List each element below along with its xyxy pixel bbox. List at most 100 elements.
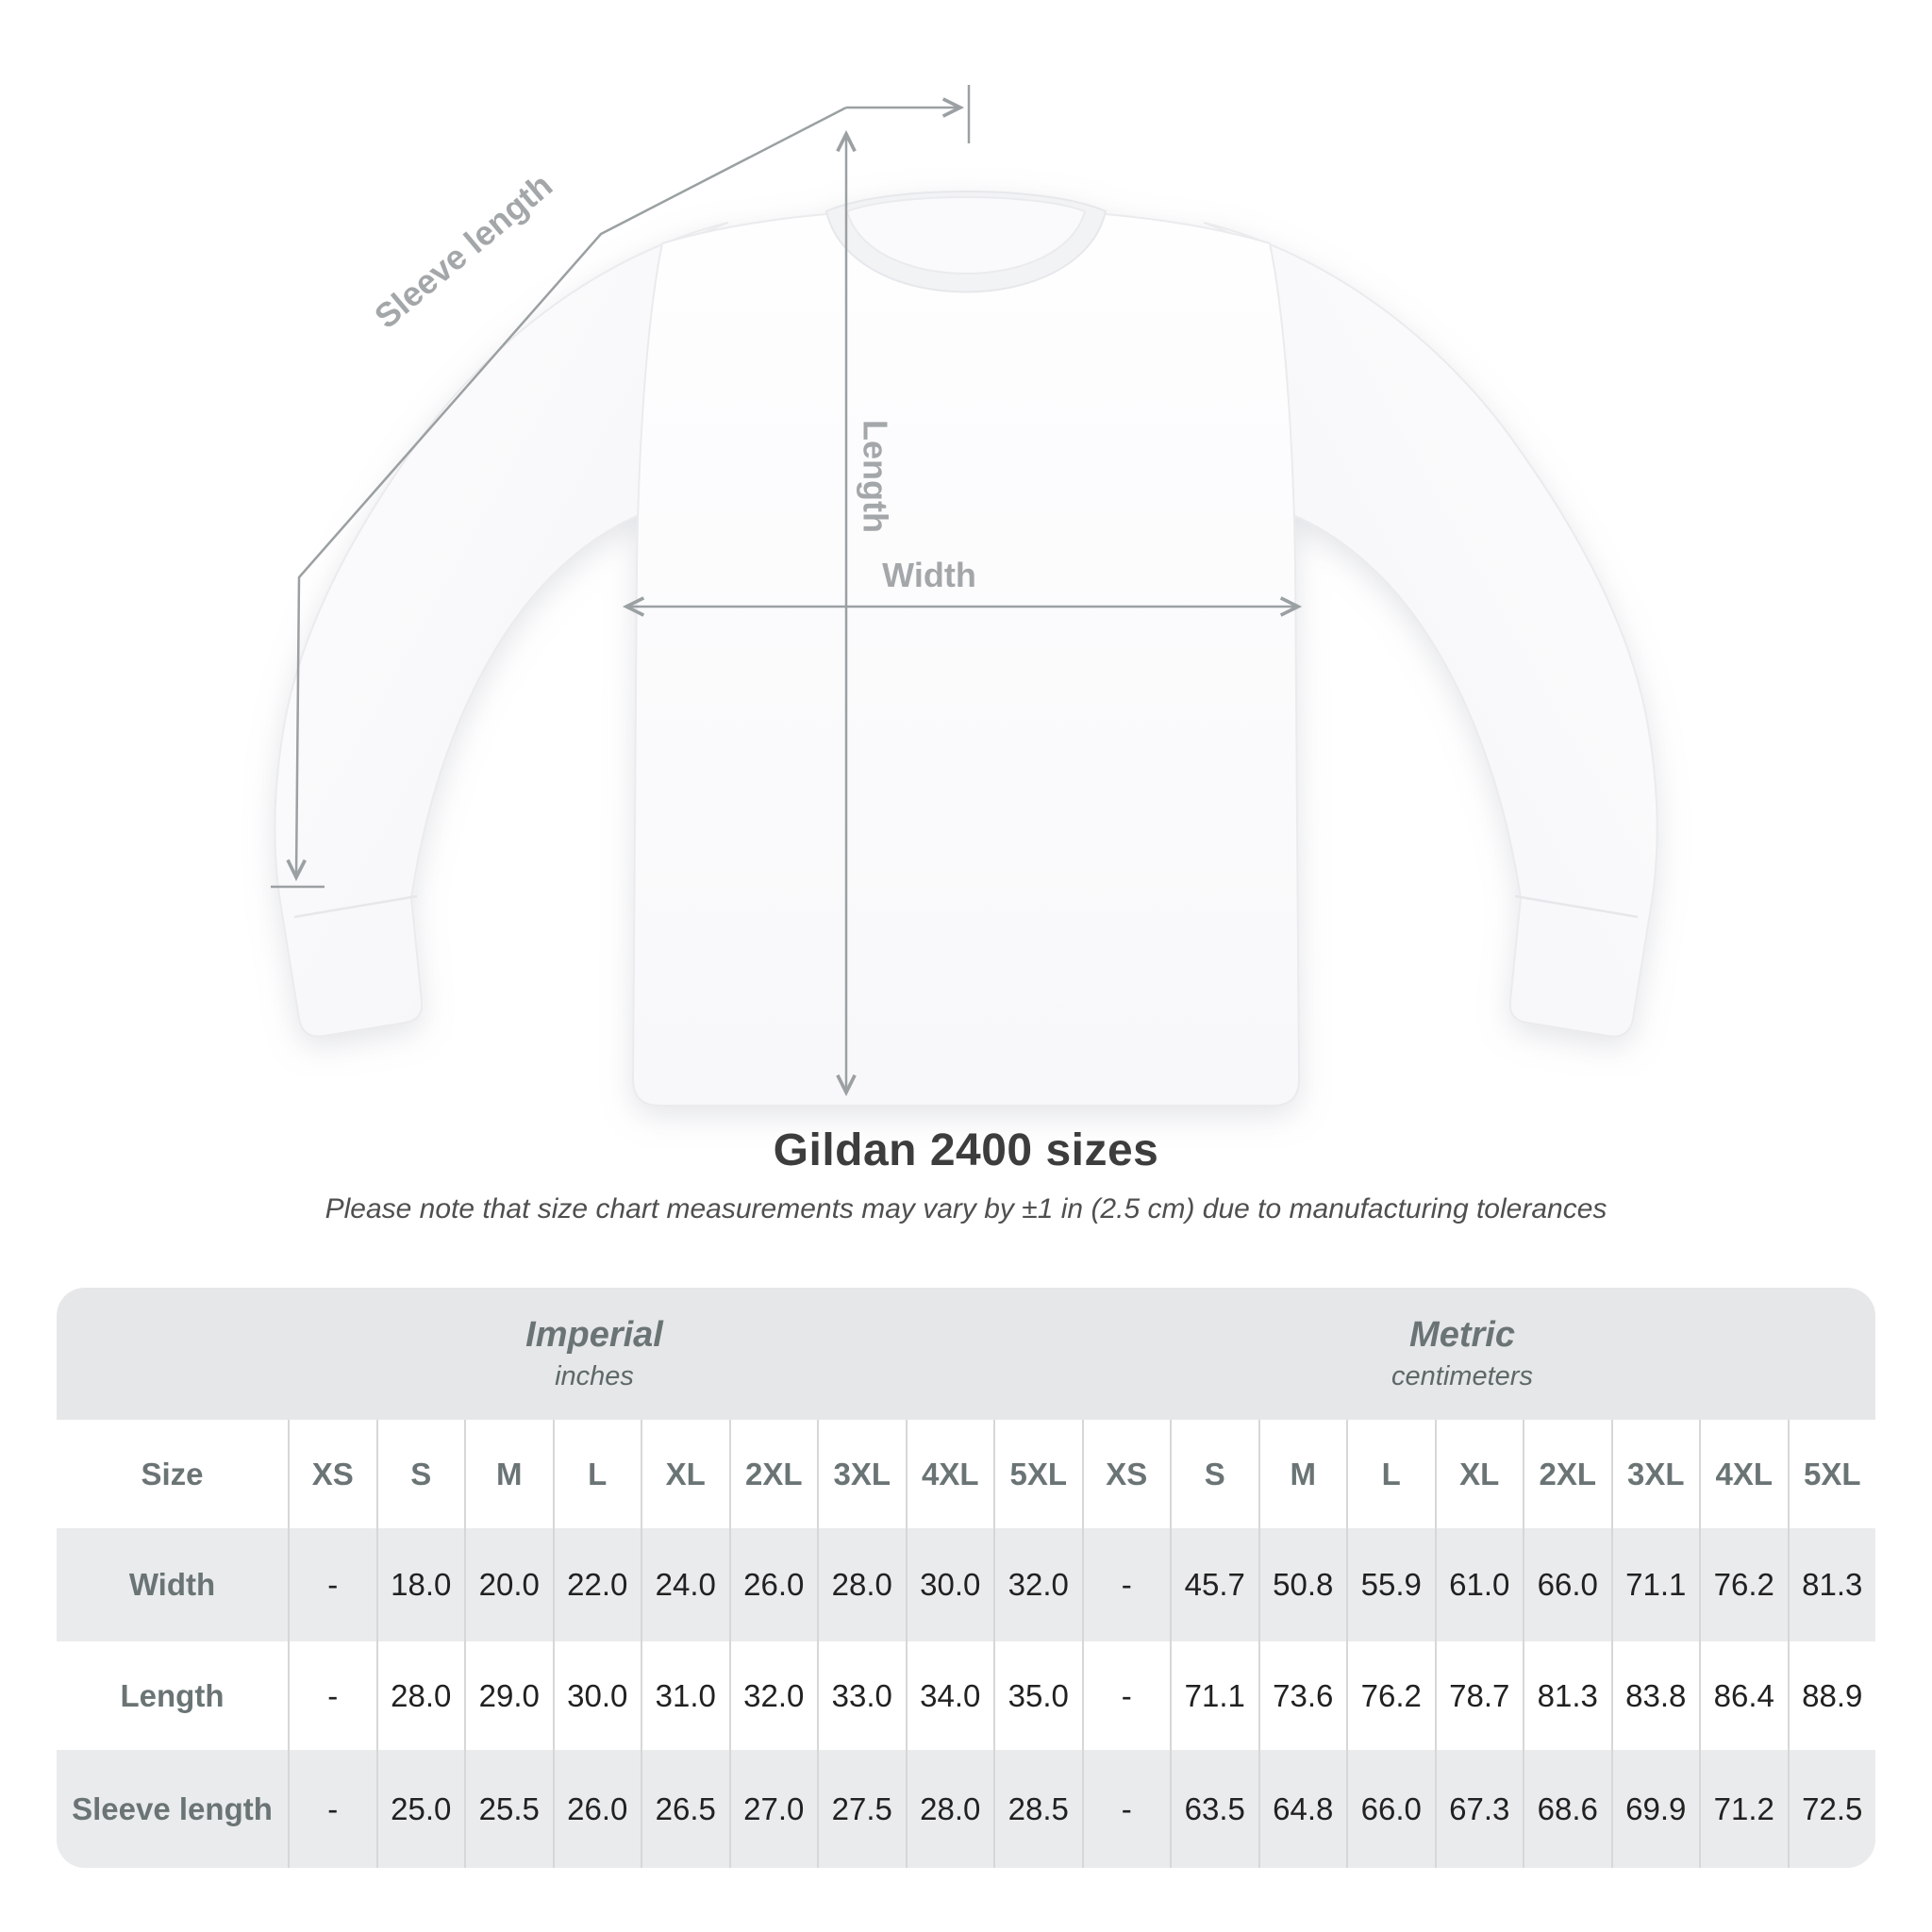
row-label: Sleeve length — [72, 1790, 273, 1826]
value-cell-metric: 86.4 — [1699, 1641, 1788, 1750]
size-header-imperial: S — [375, 1420, 465, 1528]
table-row-width: Width -18.0 20.0 22.0 24.0 26.0 28.0 30.0 32.0-4… — [57, 1528, 1875, 1641]
value-cell-metric: 71.2 — [1699, 1750, 1788, 1868]
value-cell-metric: 72.5 — [1787, 1750, 1876, 1868]
value-cell-metric: 76.2 — [1699, 1528, 1788, 1641]
metric-unit: centimeters — [1391, 1361, 1533, 1391]
value-cell-imperial: 27.5 — [817, 1750, 906, 1868]
value-cell-imperial: - — [288, 1641, 376, 1750]
value-cell-metric: 50.8 — [1257, 1528, 1347, 1641]
size-header-imperial: 2XL — [728, 1420, 818, 1528]
value-cell-imperial: 20.0 — [464, 1528, 553, 1641]
size-table-body: Size XS S M L XL 2XL 3XL 4XL 5XL XS S M L XL 2XL 3XL 4XL 5… — [57, 1420, 1875, 1868]
value-cell-imperial: 31.0 — [641, 1641, 729, 1750]
value-cell-imperial: 30.0 — [552, 1641, 641, 1750]
size-header-metric: 4XL — [1699, 1420, 1788, 1528]
size-header-metric: M — [1257, 1420, 1347, 1528]
size-header-imperial: XS — [288, 1420, 376, 1528]
value-cell-metric: 66.0 — [1346, 1750, 1435, 1868]
table-row-length: Length -28.0 29.0 30.0 31.0 32.0 33.0 34.0 35.0-… — [57, 1641, 1875, 1750]
title-block: Gildan 2400 sizes Please note that size … — [0, 1124, 1932, 1225]
right-cuff-seam — [1514, 894, 1639, 919]
value-cell-imperial: 26.0 — [552, 1750, 641, 1868]
value-cell-metric: - — [1081, 1750, 1171, 1868]
shirt-body — [631, 207, 1301, 1107]
value-cell-metric: 83.8 — [1610, 1641, 1700, 1750]
value-cell-metric: 63.5 — [1170, 1750, 1258, 1868]
value-cell-metric: 88.9 — [1787, 1641, 1876, 1750]
size-header-metric: L — [1346, 1420, 1435, 1528]
measurement-overlay — [271, 85, 1303, 1097]
metric-name: Metric — [1409, 1315, 1515, 1355]
value-cell-imperial: 32.0 — [728, 1641, 818, 1750]
size-header-metric: XS — [1081, 1420, 1171, 1528]
value-cell-metric: 78.7 — [1434, 1641, 1524, 1750]
page-title: Gildan 2400 sizes — [773, 1125, 1159, 1175]
size-header-metric: 3XL — [1610, 1420, 1700, 1528]
size-header-metric: S — [1170, 1420, 1258, 1528]
value-cell-imperial: 24.0 — [641, 1528, 729, 1641]
size-header-row: Size XS S M L XL 2XL 3XL 4XL 5XL XS S M L XL 2XL 3XL 4XL 5… — [57, 1420, 1875, 1528]
value-cell-metric: 81.3 — [1787, 1528, 1876, 1641]
value-cell-metric: - — [1081, 1528, 1171, 1641]
value-cell-imperial: 18.0 — [375, 1528, 465, 1641]
imperial-unit: inches — [555, 1361, 634, 1391]
value-cell-imperial: 25.5 — [464, 1750, 553, 1868]
value-cell-imperial: 27.0 — [728, 1750, 818, 1868]
size-header-metric: 5XL — [1787, 1420, 1876, 1528]
value-cell-metric: - — [1081, 1641, 1171, 1750]
size-header-metric: 2XL — [1523, 1420, 1611, 1528]
shirt-illustration: Sleeve length Length Width — [271, 85, 1658, 1107]
table-row-sleeve-length: Sleeve length -25.0 25.5 26.0 26.5 27.0 27.5 28… — [57, 1750, 1875, 1868]
value-cell-imperial: 26.0 — [728, 1528, 818, 1641]
unit-band: Imperial inches Metric centimeters — [57, 1288, 1875, 1420]
value-cell-imperial: 32.0 — [993, 1528, 1082, 1641]
value-cell-imperial: 28.0 — [375, 1641, 465, 1750]
value-cell-imperial: 34.0 — [905, 1641, 994, 1750]
width-label: Width — [882, 556, 976, 594]
value-cell-metric: 66.0 — [1523, 1528, 1611, 1641]
size-header-imperial: L — [552, 1420, 641, 1528]
shirt-left-sleeve — [274, 222, 729, 1038]
value-cell-imperial: 33.0 — [817, 1641, 906, 1750]
size-table: Imperial inches Metric centimeters Size X… — [57, 1288, 1875, 1868]
page-subtitle: Please note that size chart measurements… — [325, 1193, 1607, 1224]
imperial-name: Imperial — [525, 1315, 663, 1355]
value-cell-imperial: - — [288, 1528, 376, 1641]
value-cell-metric: 45.7 — [1170, 1528, 1258, 1641]
metric-header: Metric centimeters — [1391, 1288, 1533, 1420]
value-cell-metric: 71.1 — [1170, 1641, 1258, 1750]
value-cell-imperial: 35.0 — [993, 1641, 1082, 1750]
sleeve-length-line — [286, 106, 847, 882]
value-cell-imperial: 28.0 — [905, 1750, 994, 1868]
value-cell-imperial: 29.0 — [464, 1641, 553, 1750]
shirt — [274, 191, 1658, 1107]
value-cell-imperial: 28.0 — [817, 1528, 906, 1641]
value-cell-imperial: - — [288, 1750, 376, 1868]
size-header-imperial: XL — [641, 1420, 729, 1528]
value-cell-metric: 67.3 — [1434, 1750, 1524, 1868]
value-cell-metric: 71.1 — [1610, 1528, 1700, 1641]
size-header-metric: XL — [1434, 1420, 1524, 1528]
value-cell-metric: 68.6 — [1523, 1750, 1611, 1868]
sleeve-length-label: Sleeve length — [367, 165, 559, 336]
size-header-imperial: M — [464, 1420, 553, 1528]
value-cell-imperial: 26.5 — [641, 1750, 729, 1868]
size-header-imperial: 5XL — [993, 1420, 1082, 1528]
value-cell-metric: 61.0 — [1434, 1528, 1524, 1641]
size-column-header: Size — [141, 1456, 204, 1491]
collar-opening — [845, 196, 1087, 275]
row-label: Width — [128, 1567, 216, 1602]
value-cell-metric: 73.6 — [1257, 1641, 1347, 1750]
row-label: Length — [120, 1677, 225, 1713]
value-cell-metric: 76.2 — [1346, 1641, 1435, 1750]
value-cell-imperial: 28.5 — [993, 1750, 1082, 1868]
left-cuff-seam — [293, 894, 418, 919]
value-cell-imperial: 25.0 — [375, 1750, 465, 1868]
value-cell-metric: 55.9 — [1346, 1528, 1435, 1641]
value-cell-metric: 64.8 — [1257, 1750, 1347, 1868]
length-label: Length — [856, 420, 894, 533]
value-cell-metric: 81.3 — [1523, 1641, 1611, 1750]
value-cell-imperial: 22.0 — [552, 1528, 641, 1641]
